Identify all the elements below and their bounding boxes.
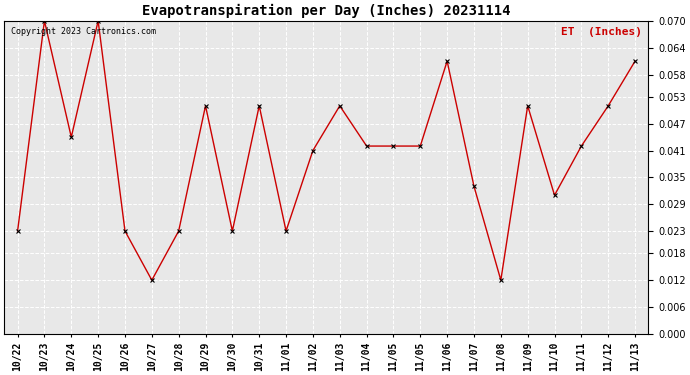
Title: Evapotranspiration per Day (Inches) 20231114: Evapotranspiration per Day (Inches) 2023…: [142, 4, 511, 18]
Text: Copyright 2023 Cartronics.com: Copyright 2023 Cartronics.com: [10, 27, 156, 36]
Text: ET  (Inches): ET (Inches): [561, 27, 642, 37]
